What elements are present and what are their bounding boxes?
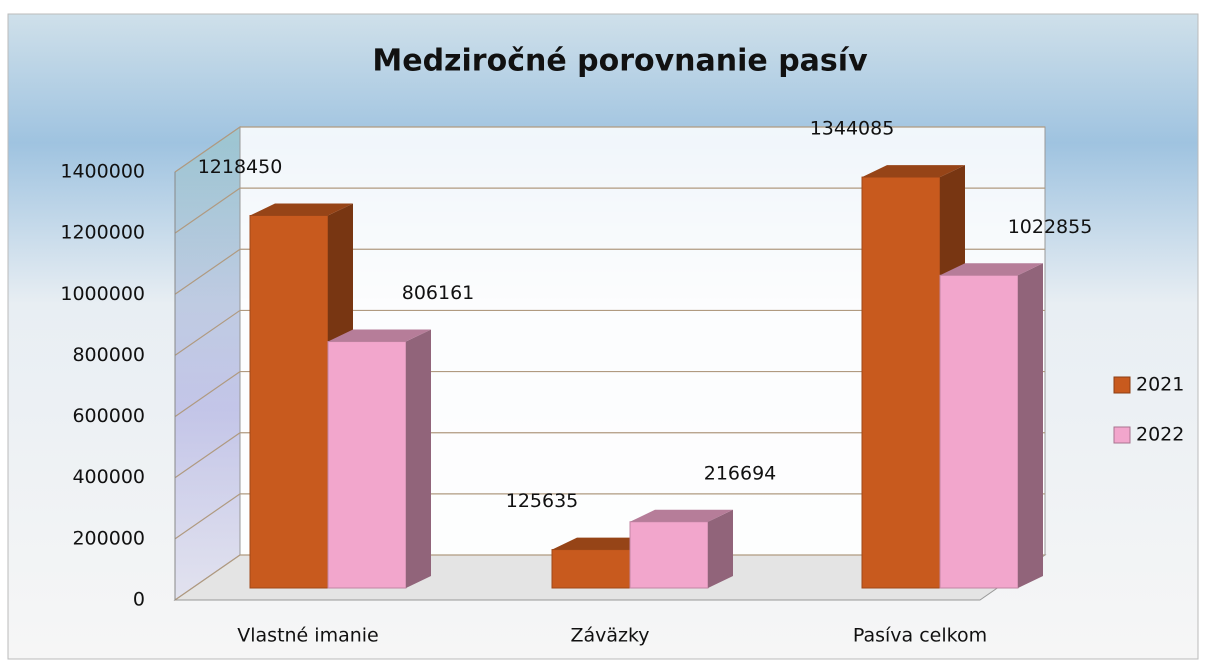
grid-line xyxy=(174,554,1045,601)
legend-swatch xyxy=(1113,426,1131,444)
grid-line xyxy=(174,432,1045,479)
x-tick-label: Záväzky xyxy=(570,625,649,647)
bar xyxy=(327,329,431,589)
grid-line xyxy=(174,309,1045,356)
grid-line xyxy=(174,126,1045,173)
grid-line xyxy=(174,493,1045,540)
bar-front xyxy=(551,549,631,589)
y-tick-label: 600000 xyxy=(72,405,145,427)
y-tick-label: 400000 xyxy=(72,466,145,488)
x-tick-label: Vlastné imanie xyxy=(237,625,378,647)
bar-top xyxy=(630,509,733,522)
grid-line xyxy=(174,370,1045,418)
bar-front xyxy=(327,341,407,589)
bar-side xyxy=(708,509,733,588)
bar xyxy=(861,165,965,589)
bar-front xyxy=(861,176,941,589)
y-tick-label: 200000 xyxy=(72,527,145,549)
data-label: 806161 xyxy=(402,282,475,304)
bar-front xyxy=(629,521,709,589)
bar xyxy=(939,263,1043,589)
data-label: 1218450 xyxy=(198,156,283,178)
bar-top xyxy=(552,537,655,550)
bar-top xyxy=(862,165,965,178)
y-tick-label: 1400000 xyxy=(60,161,145,183)
data-label: 1022855 xyxy=(1008,216,1093,238)
y-tick-label: 1000000 xyxy=(60,283,145,305)
y-tick-label: 0 xyxy=(133,589,145,611)
data-label: 125635 xyxy=(506,490,579,512)
bar-side xyxy=(1018,263,1043,588)
bar-top xyxy=(940,263,1043,276)
chart-title: Medziročné porovnanie pasív xyxy=(372,44,868,79)
grid-line xyxy=(174,248,1045,295)
bar-top xyxy=(250,203,353,216)
bar-front xyxy=(249,215,329,589)
data-label: 216694 xyxy=(704,462,777,484)
bar-front xyxy=(939,274,1019,589)
bar-side xyxy=(406,329,431,588)
data-label: 1344085 xyxy=(810,118,895,140)
y-tick-label: 1200000 xyxy=(60,222,145,244)
x-tick-label: Pasíva celkom xyxy=(853,625,987,647)
side-wall xyxy=(174,126,241,601)
legend-swatch xyxy=(1113,376,1131,394)
y-tick-label: 800000 xyxy=(72,344,145,366)
legend-label: 2022 xyxy=(1136,424,1184,446)
bar xyxy=(629,509,733,589)
bar-top xyxy=(328,329,431,342)
legend-label: 2021 xyxy=(1136,374,1184,396)
grid-line xyxy=(174,187,1045,234)
